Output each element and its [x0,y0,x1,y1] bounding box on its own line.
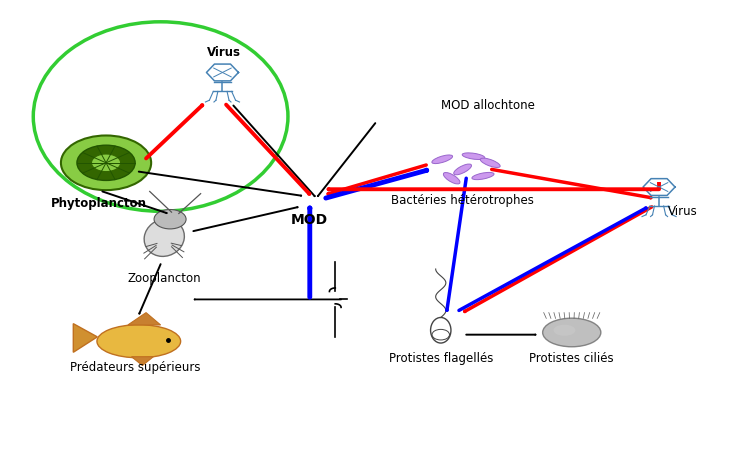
Text: Virus: Virus [207,46,241,59]
Text: Bactéries hétérotrophes: Bactéries hétérotrophes [391,194,534,207]
Ellipse shape [432,155,453,163]
Text: Zooplancton: Zooplancton [127,272,201,285]
Ellipse shape [144,219,185,256]
Text: Protistes flagellés: Protistes flagellés [389,352,493,365]
Polygon shape [132,357,153,365]
Polygon shape [128,313,160,325]
Circle shape [77,145,135,180]
Circle shape [61,136,151,190]
Text: Protistes ciliés: Protistes ciliés [529,352,614,365]
Text: MOD: MOD [291,213,328,228]
Text: Prédateurs supérieurs: Prédateurs supérieurs [70,361,200,374]
Ellipse shape [97,325,180,358]
Ellipse shape [553,325,576,336]
Ellipse shape [472,172,494,180]
Circle shape [91,154,121,172]
Ellipse shape [453,164,472,175]
Text: Phytoplancton: Phytoplancton [51,197,146,210]
Ellipse shape [462,153,485,159]
Circle shape [154,210,186,229]
Text: Virus: Virus [668,205,698,218]
Ellipse shape [443,172,460,184]
Ellipse shape [542,318,601,347]
Polygon shape [74,324,97,352]
Text: MOD allochtone: MOD allochtone [441,99,534,112]
Ellipse shape [481,158,500,167]
